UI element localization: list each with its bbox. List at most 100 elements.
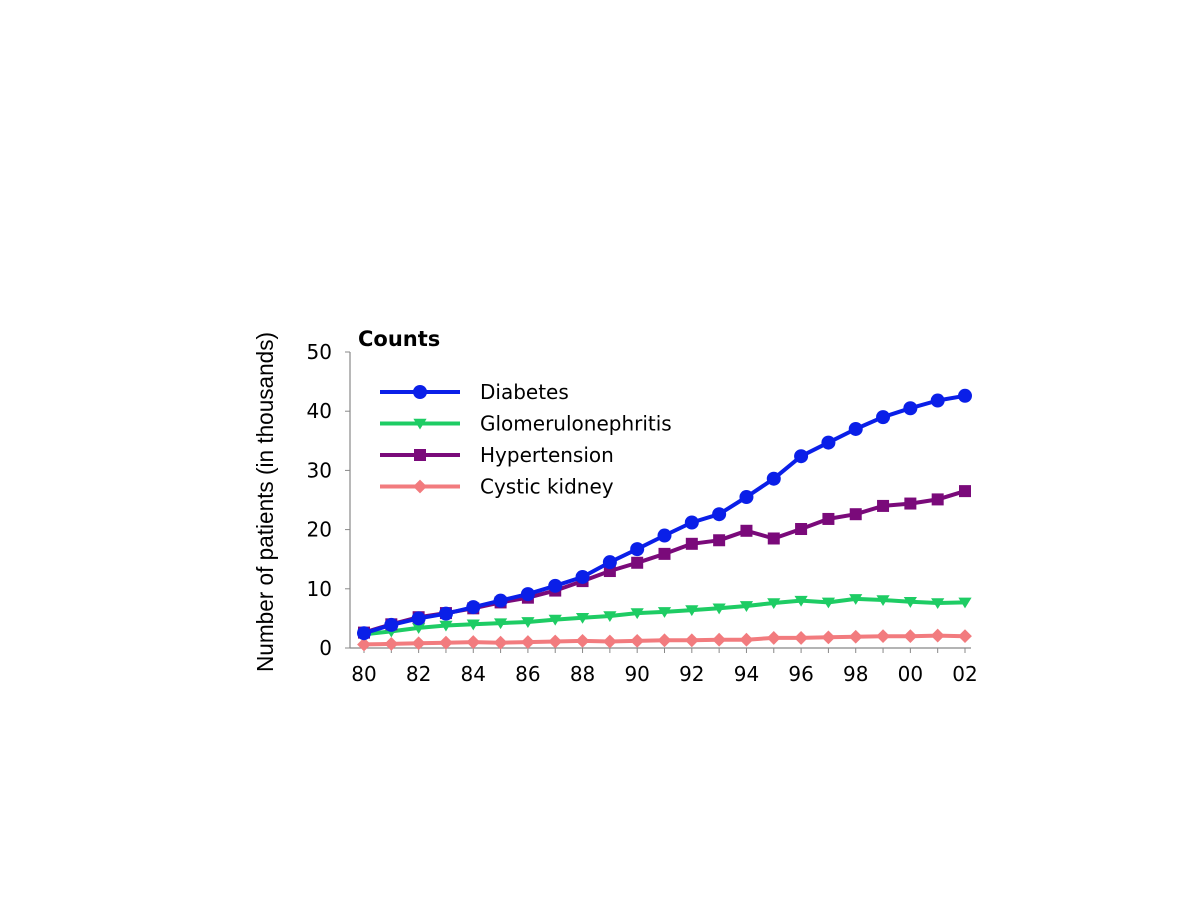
chart-title: Counts — [358, 327, 440, 351]
series-marker — [520, 587, 535, 602]
series-marker — [630, 633, 645, 648]
series-cystic-kidney — [357, 628, 972, 652]
series-marker — [684, 633, 699, 648]
series-marker — [712, 632, 727, 647]
x-tick-label: 82 — [406, 662, 431, 686]
series-marker — [958, 629, 972, 644]
x-tick-label: 92 — [679, 662, 704, 686]
series-marker — [903, 401, 918, 416]
x-tick-label: 80 — [351, 662, 376, 686]
series-marker — [766, 631, 781, 645]
series-marker — [493, 635, 508, 650]
series-marker — [821, 597, 836, 609]
y-tick-label: 20 — [307, 518, 332, 542]
series-marker — [439, 620, 453, 632]
series-marker — [795, 523, 808, 536]
legend-item: Glomerulonephritis — [380, 412, 672, 436]
series-marker — [384, 617, 399, 632]
series-marker — [876, 629, 890, 644]
series-marker — [521, 617, 535, 628]
series-marker — [958, 597, 972, 609]
series-marker — [384, 636, 399, 651]
series-marker — [712, 603, 726, 615]
series-marker — [876, 410, 891, 425]
x-tick-label: 96 — [788, 662, 813, 686]
series-marker — [877, 499, 890, 512]
series-marker — [821, 435, 836, 450]
series-marker — [357, 637, 371, 652]
series-marker — [904, 497, 917, 510]
series-glomerulonephritis — [357, 594, 972, 641]
legend-label: Hypertension — [480, 443, 614, 467]
series-marker — [657, 633, 672, 648]
series-marker — [876, 595, 890, 607]
series-marker — [603, 611, 617, 623]
series-marker — [848, 421, 863, 436]
x-tick-label: 98 — [843, 662, 868, 686]
series-marker — [959, 485, 971, 498]
x-tick-label: 94 — [734, 662, 759, 686]
series-marker — [849, 594, 863, 605]
series-marker — [903, 629, 918, 644]
x-tick-label: 88 — [570, 662, 595, 686]
legend-label: Diabetes — [480, 380, 569, 404]
series-marker — [739, 632, 754, 647]
x-tick-label: 84 — [461, 662, 486, 686]
series-marker — [930, 628, 945, 643]
series-marker — [438, 606, 453, 621]
y-tick-label: 0 — [319, 636, 332, 660]
series-marker — [794, 631, 808, 645]
series-marker — [903, 597, 917, 608]
y-axis-label: Number of patients (in thousands) — [252, 332, 278, 672]
series-marker — [575, 633, 590, 648]
series-marker — [413, 479, 427, 494]
y-tick-label: 10 — [307, 577, 332, 601]
y-tick-label: 50 — [307, 340, 332, 364]
series-marker — [575, 613, 590, 624]
x-tick-label: 00 — [898, 662, 923, 686]
series-marker — [413, 418, 427, 430]
legend-item: Diabetes — [380, 380, 569, 404]
series-marker — [740, 524, 753, 537]
legend-label: Glomerulonephritis — [480, 412, 672, 436]
series-marker — [685, 605, 699, 617]
series-marker — [493, 618, 508, 630]
series-marker — [657, 528, 672, 543]
series-marker — [466, 619, 480, 631]
series-marker — [767, 532, 780, 545]
series-marker — [685, 537, 698, 550]
series-marker — [630, 608, 644, 620]
y-tick-label: 30 — [307, 458, 332, 482]
x-tick-label: 02 — [952, 662, 977, 686]
series-marker — [713, 534, 726, 547]
series-marker — [466, 635, 481, 649]
series-marker — [794, 595, 808, 607]
series-marker — [684, 515, 699, 530]
series-marker — [414, 449, 426, 461]
series-marker — [739, 490, 754, 505]
series-marker — [822, 512, 835, 525]
series-marker — [602, 634, 617, 649]
series-marker — [548, 634, 563, 649]
axes: 0 10 20 30 40 50 80 82 84 86 88 90 92 94 96 98 00 02 — [307, 340, 978, 686]
series-marker — [658, 547, 671, 560]
x-tick-label: 90 — [624, 662, 649, 686]
series-layer — [357, 388, 972, 652]
series-marker — [466, 600, 481, 615]
series-marker — [739, 601, 754, 612]
series-marker — [631, 556, 644, 569]
series-marker — [794, 449, 809, 464]
series-marker — [848, 629, 863, 644]
series-marker — [958, 388, 972, 403]
y-tick-label: 40 — [307, 399, 332, 423]
series-marker — [357, 626, 371, 641]
legend: Diabetes Glomerulonephritis Hypertension Cy… — [380, 380, 672, 499]
series-marker — [930, 393, 945, 408]
legend-item: Hypertension — [380, 443, 614, 467]
series-marker — [767, 598, 781, 610]
series-marker — [411, 636, 426, 651]
series-marker — [766, 471, 781, 486]
series-marker — [602, 555, 617, 570]
series-diabetes — [357, 388, 972, 641]
